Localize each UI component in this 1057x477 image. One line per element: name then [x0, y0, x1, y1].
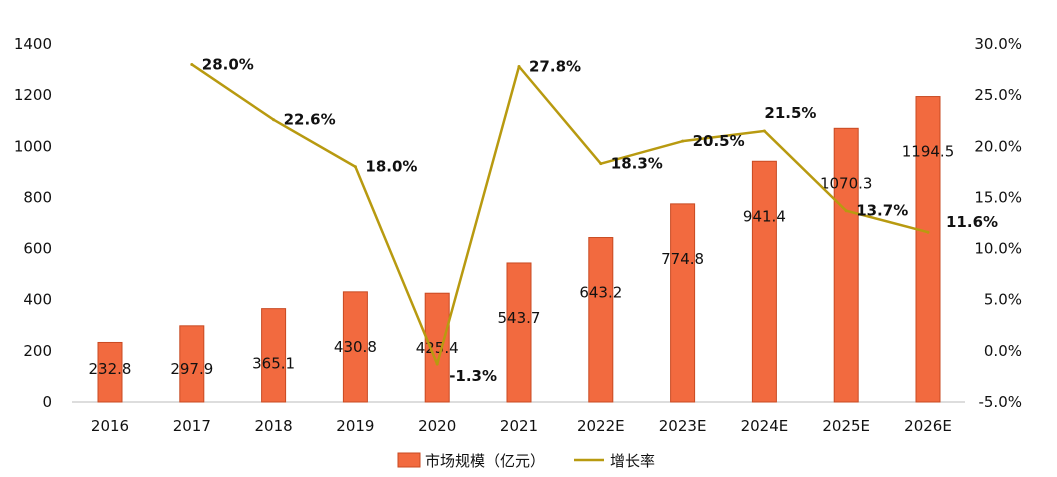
- right-tick-label: 5.0%: [984, 291, 1022, 309]
- growth-point: [353, 165, 357, 169]
- bar: [342, 291, 368, 403]
- growth-point: [599, 162, 603, 166]
- bar-value-label: 543.7: [498, 309, 541, 327]
- growth-point: [517, 65, 521, 69]
- left-tick-label: 0: [42, 393, 52, 411]
- right-tick-label: 25.0%: [974, 86, 1022, 104]
- left-axis: 0 200 400 600 800 1000 1200 1400: [14, 35, 52, 411]
- growth-point: [762, 129, 766, 133]
- growth-rate-label: 27.8%: [529, 58, 581, 76]
- bar: [751, 160, 777, 403]
- bar: [261, 308, 287, 403]
- bar: [179, 325, 205, 403]
- category-label: 2021: [500, 417, 538, 435]
- right-tick-label: 30.0%: [974, 35, 1022, 53]
- category-label: 2018: [255, 417, 293, 435]
- bar-value-label: 365.1: [252, 355, 295, 373]
- category-label: 2022E: [577, 417, 625, 435]
- legend: 市场规模（亿元） 增长率: [397, 452, 655, 470]
- left-tick-label: 800: [23, 188, 52, 206]
- category-label: 2019: [336, 417, 374, 435]
- bar-value-label: 1194.5: [902, 143, 955, 161]
- right-tick-label: 10.0%: [974, 240, 1022, 258]
- growth-point: [681, 139, 685, 143]
- bar-value-label: 232.8: [89, 360, 132, 378]
- growth-rate-label: 18.0%: [365, 158, 417, 176]
- left-tick-label: 600: [23, 240, 52, 258]
- category-label: 2026E: [904, 417, 952, 435]
- legend-bar-label: 市场规模（亿元）: [425, 452, 545, 470]
- right-tick-label: 0.0%: [984, 342, 1022, 360]
- growth-line-series: 28.0% 22.6% 18.0% -1.3% 27.8% 18.3% 20.5% 21.5%…: [190, 55, 998, 385]
- growth-point: [190, 62, 194, 66]
- bar: [97, 341, 123, 403]
- bar-value-label: 425.4: [416, 339, 459, 357]
- bar-value-label: 643.2: [579, 284, 622, 302]
- growth-rate-label: 20.5%: [693, 132, 745, 150]
- category-label: 2025E: [822, 417, 870, 435]
- growth-point: [926, 230, 930, 234]
- growth-rate-label: -1.3%: [449, 367, 497, 385]
- growth-rate-label: 18.3%: [611, 155, 663, 173]
- bar-value-label: 1070.3: [820, 174, 873, 192]
- growth-point: [844, 209, 848, 213]
- left-tick-label: 1200: [14, 86, 52, 104]
- bar: [833, 127, 859, 403]
- right-tick-label: -5.0%: [978, 393, 1022, 411]
- left-tick-label: 200: [23, 342, 52, 360]
- bar-series: 232.8 297.9 365.1 430.8 425.4 543.7 643.2 774.8…: [89, 96, 955, 403]
- growth-rate-label: 21.5%: [764, 104, 816, 122]
- bar: [506, 262, 532, 403]
- left-tick-label: 1000: [14, 137, 52, 155]
- bar: [670, 203, 696, 403]
- right-axis: -5.0% 0.0% 5.0% 10.0% 15.0% 20.0% 25.0% 30.0%: [974, 35, 1022, 411]
- right-tick-label: 15.0%: [974, 188, 1022, 206]
- legend-bar-swatch: [397, 452, 421, 468]
- category-label: 2017: [173, 417, 211, 435]
- category-label: 2016: [91, 417, 129, 435]
- bar-value-label: 297.9: [170, 360, 213, 378]
- left-tick-label: 400: [23, 291, 52, 309]
- bar-value-label: 774.8: [661, 250, 704, 268]
- right-tick-label: 20.0%: [974, 137, 1022, 155]
- left-tick-label: 1400: [14, 35, 52, 53]
- bar-value-label: 430.8: [334, 338, 377, 356]
- growth-rate-label: 13.7%: [856, 202, 908, 220]
- bar: [915, 96, 941, 403]
- category-label: 2020: [418, 417, 456, 435]
- growth-rate-label: 11.6%: [946, 213, 998, 231]
- growth-point: [435, 362, 439, 366]
- category-label: 2023E: [659, 417, 707, 435]
- category-labels: 2016 2017 2018 2019 2020 2021 2022E 2023E 2024E 2…: [91, 417, 952, 435]
- category-label: 2024E: [741, 417, 789, 435]
- growth-rate-label: 22.6%: [284, 111, 336, 129]
- growth-point: [272, 118, 276, 122]
- growth-rate-label: 28.0%: [202, 55, 254, 73]
- bar-value-label: 941.4: [743, 207, 786, 225]
- bar: [588, 237, 614, 403]
- growth-line: [191, 63, 929, 366]
- legend-line-label: 增长率: [610, 452, 655, 470]
